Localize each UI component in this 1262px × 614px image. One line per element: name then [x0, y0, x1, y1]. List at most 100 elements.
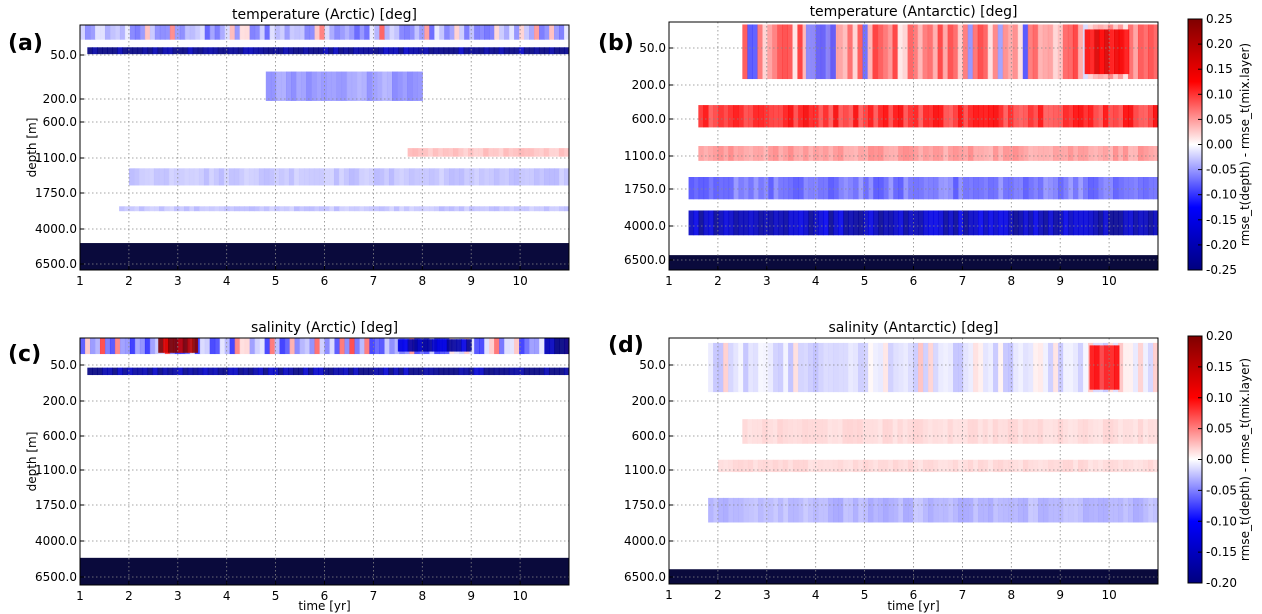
- heatmap-cell: [538, 367, 545, 376]
- heatmap-cell: [518, 47, 525, 55]
- heatmap-cell: [204, 338, 211, 355]
- heatmap-cell: [397, 71, 403, 101]
- heatmap-cell: [888, 146, 894, 161]
- heatmap-cell: [109, 338, 116, 355]
- heatmap-cell: [269, 206, 275, 212]
- heatmap-cell: [319, 338, 326, 355]
- heatmap-cell: [1133, 146, 1139, 161]
- heatmap-cell: [319, 206, 325, 212]
- heatmap-cell: [718, 210, 725, 236]
- y-tick-label: 50.0: [639, 41, 666, 55]
- heatmap-cell: [948, 146, 954, 161]
- heatmap-cell: [1077, 419, 1084, 444]
- heatmap-cell: [523, 47, 530, 55]
- heatmap-cell: [397, 339, 404, 352]
- heatmap-cell: [1148, 497, 1154, 523]
- heatmap-cell: [967, 459, 974, 473]
- heatmap-cell: [938, 210, 944, 236]
- heatmap-cell: [179, 25, 186, 40]
- heatmap-cell: [833, 210, 839, 236]
- heatmap-cell: [341, 71, 348, 101]
- heatmap-cell: [868, 342, 874, 393]
- heatmap-cell: [553, 367, 560, 376]
- heatmap-cell: [833, 146, 839, 161]
- heatmap-cell: [1099, 29, 1105, 75]
- heatmap-cell: [1098, 497, 1104, 523]
- heatmap-cell: [803, 177, 810, 200]
- heatmap-cell: [468, 168, 475, 186]
- heatmap-cell: [488, 148, 494, 157]
- heatmap-cell: [519, 338, 525, 355]
- heatmap-cell: [479, 338, 485, 355]
- heatmap-cell: [1143, 459, 1149, 473]
- heatmap-cell: [326, 71, 333, 101]
- heatmap-cell: [333, 47, 339, 55]
- heatmap-cell: [408, 47, 415, 55]
- heatmap-cell: [798, 146, 804, 161]
- x-axis-label: time [yr]: [887, 599, 939, 613]
- heatmap-cell: [993, 146, 999, 161]
- heatmap-cell: [743, 497, 749, 523]
- heatmap-cell: [1027, 24, 1034, 80]
- heatmap-cell: [888, 177, 894, 200]
- heatmap-cell: [808, 342, 814, 393]
- heatmap-cell: [1128, 146, 1134, 161]
- heatmap-cell: [548, 47, 555, 55]
- heatmap-cell: [219, 25, 226, 40]
- heatmap-cell: [459, 25, 465, 40]
- heatmap-cell: [513, 148, 520, 157]
- heatmap-cell: [483, 168, 490, 186]
- heatmap-cell: [932, 24, 939, 80]
- heatmap-cell: [977, 24, 984, 80]
- heatmap-cell: [252, 47, 259, 55]
- heatmap-cell: [259, 206, 265, 212]
- heatmap-cell: [343, 168, 350, 186]
- heatmap-cell: [398, 47, 405, 55]
- heatmap-cell: [1112, 459, 1119, 473]
- heatmap-cell: [887, 24, 894, 80]
- heatmap-cell: [832, 419, 839, 444]
- heatmap-cell: [728, 105, 734, 128]
- heatmap-cell: [802, 459, 809, 473]
- heatmap-cell: [848, 177, 854, 200]
- heatmap-cell: [1007, 419, 1014, 444]
- heatmap-cell: [97, 367, 103, 376]
- heatmap-cell: [908, 105, 914, 128]
- heatmap-cell: [284, 338, 291, 355]
- heatmap-cell: [912, 459, 919, 473]
- heatmap-cell: [848, 342, 854, 393]
- heatmap-cell: [823, 497, 829, 523]
- heatmap-cell: [773, 342, 779, 393]
- heatmap-cell: [543, 47, 550, 55]
- heatmap-cell: [843, 105, 849, 128]
- y-tick-label: 50.0: [50, 48, 77, 62]
- heatmap-cell: [718, 497, 724, 523]
- heatmap-cell: [202, 367, 209, 376]
- heatmap-cell: [867, 24, 874, 80]
- heatmap-cell: [937, 24, 944, 80]
- heatmap-cell: [192, 47, 199, 55]
- heatmap-cell: [1118, 177, 1124, 200]
- heatmap-cell: [977, 459, 984, 473]
- panel-title: temperature (Arctic) [deg]: [232, 7, 417, 23]
- heatmap-cell: [1118, 146, 1124, 161]
- heatmap-cell: [333, 168, 340, 186]
- heatmap-cell: [523, 148, 530, 157]
- heatmap-cell: [878, 105, 884, 128]
- heatmap-cell: [249, 25, 256, 40]
- heatmap-cell: [304, 338, 311, 355]
- heatmap-cell: [1062, 24, 1069, 80]
- heatmap-cell: [564, 338, 569, 355]
- heatmap-cell: [868, 177, 874, 200]
- heatmap-cell: [132, 367, 139, 376]
- heatmap-cell: [1143, 342, 1149, 393]
- heatmap-cell: [386, 71, 393, 101]
- heatmap-cell: [364, 338, 371, 355]
- heatmap-cell: [1148, 105, 1154, 128]
- heatmap-cell: [1043, 146, 1049, 161]
- heatmap-cell: [1133, 342, 1139, 393]
- heatmap-cell: [149, 25, 156, 40]
- heatmap-cell: [544, 206, 550, 212]
- heatmap-cell: [1108, 497, 1114, 523]
- heatmap-cell: [832, 459, 839, 473]
